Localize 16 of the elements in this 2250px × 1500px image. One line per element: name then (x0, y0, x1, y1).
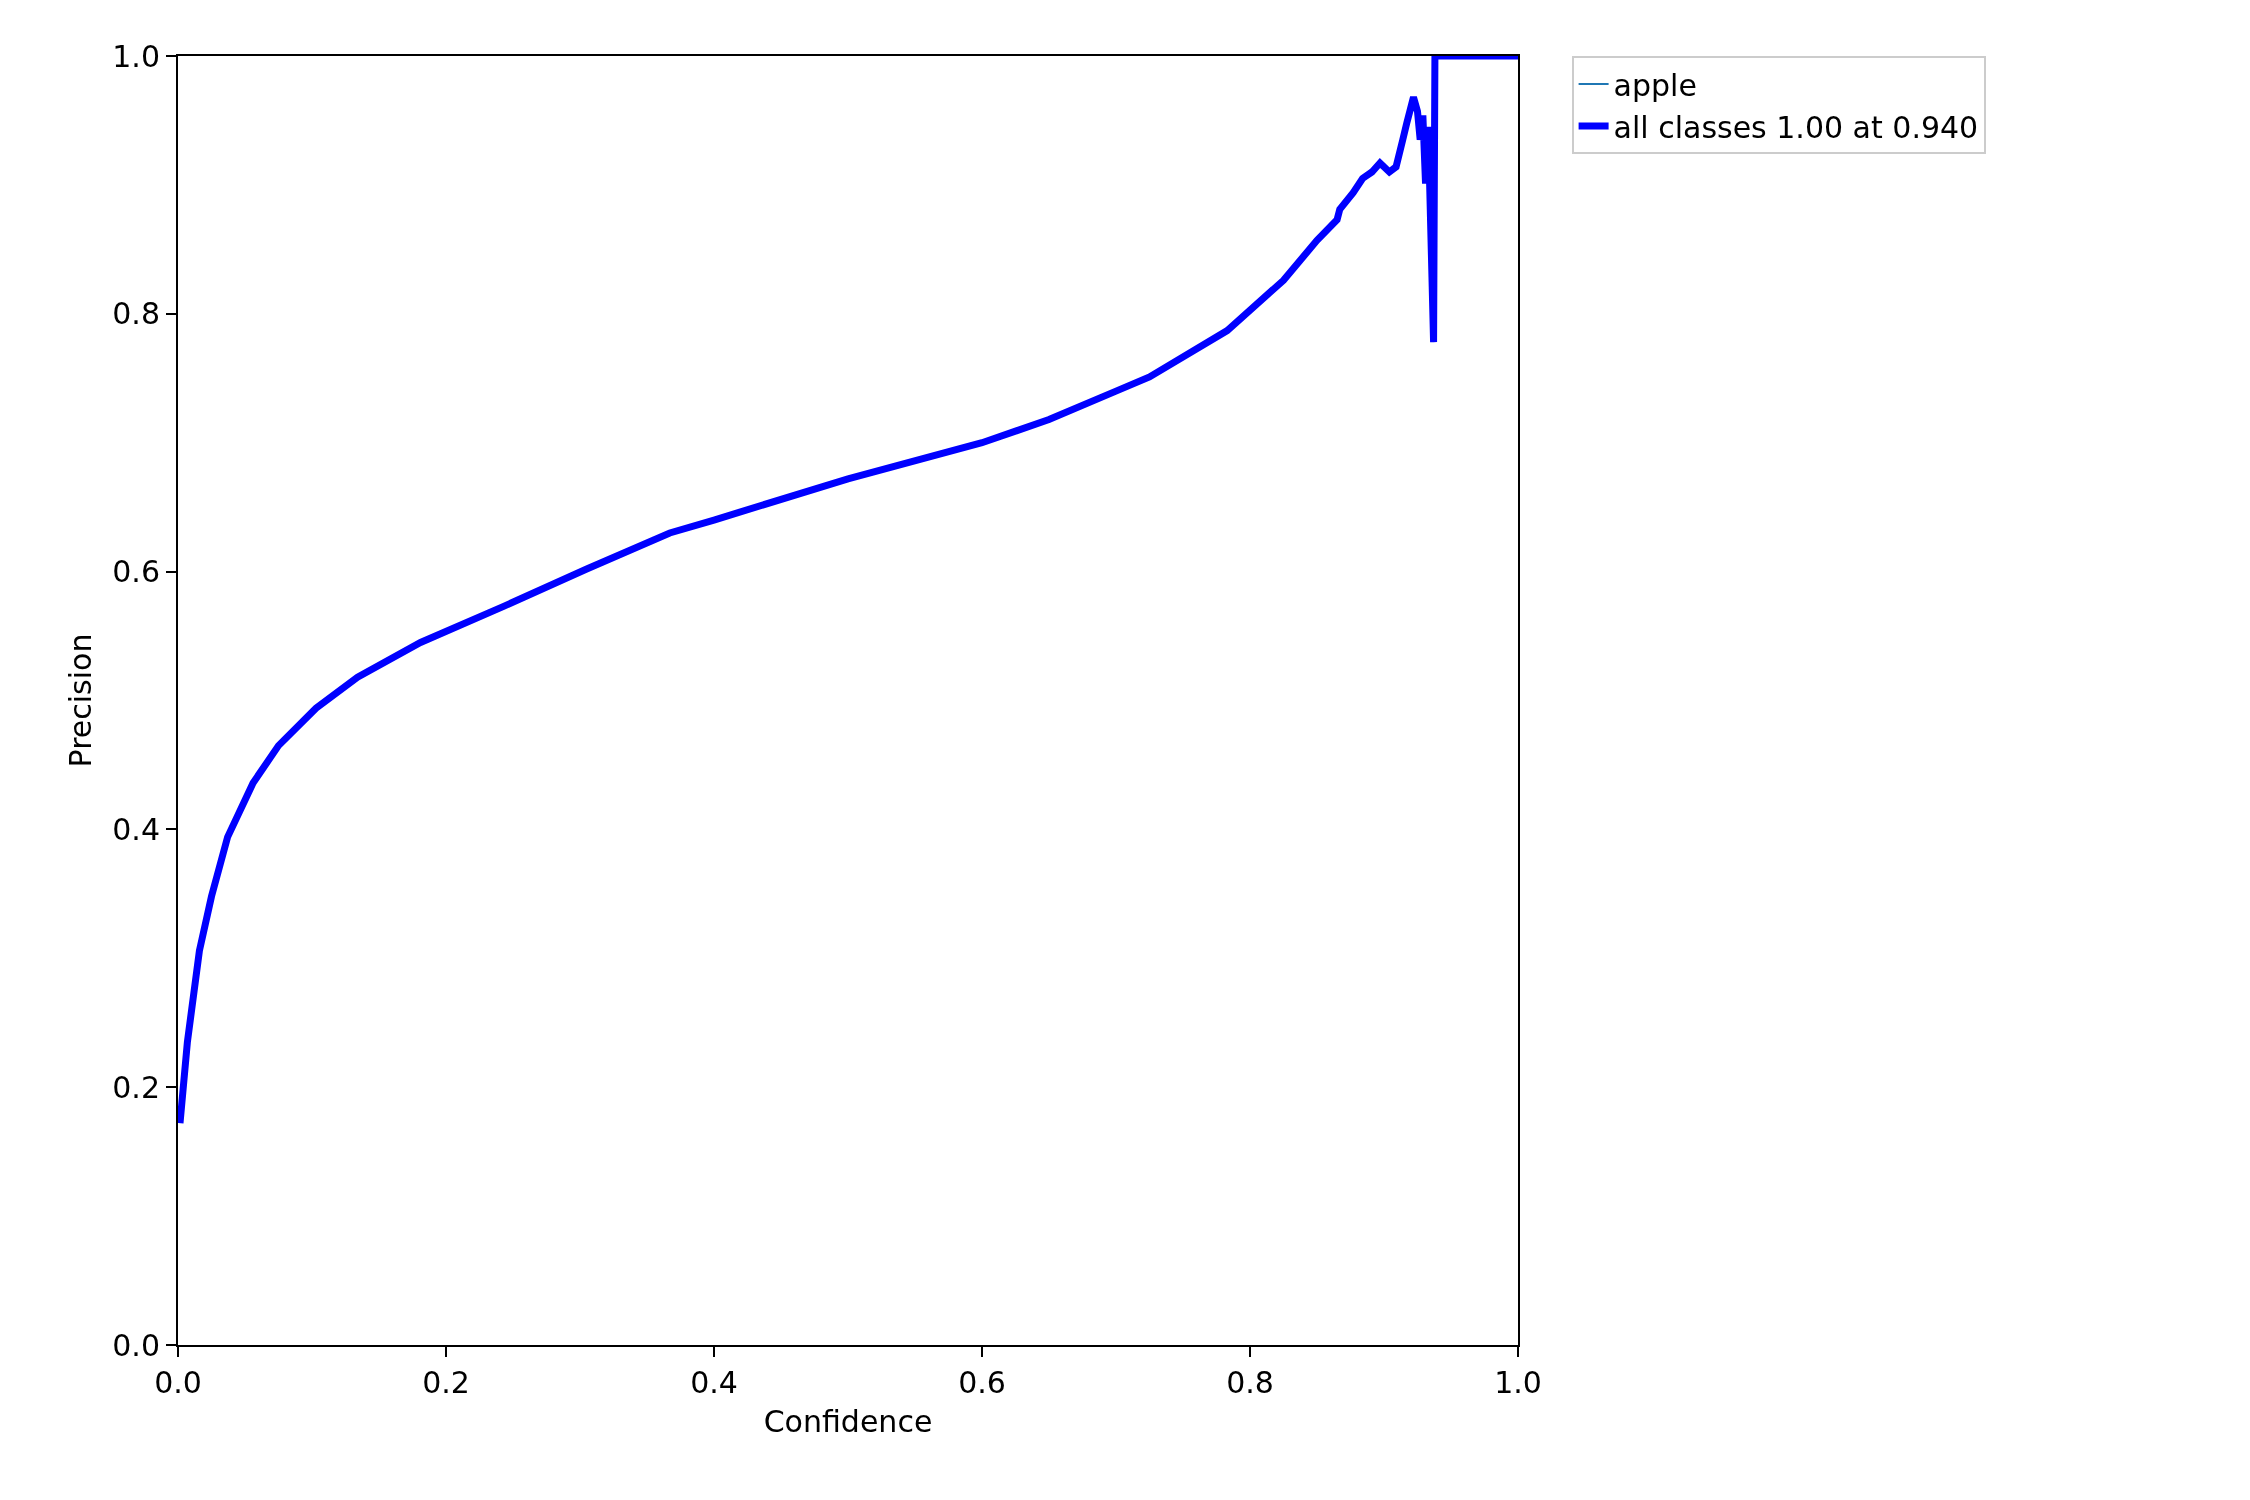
x-tick-label: 0.2 (422, 1365, 470, 1400)
x-tick-label: 0.8 (1226, 1365, 1274, 1400)
y-tick-label: 0.6 (112, 554, 160, 590)
x-tick-label: 0.4 (690, 1365, 738, 1400)
y-tick-label: 0.2 (112, 1069, 160, 1105)
x-tick-label: 0.6 (958, 1365, 1006, 1400)
y-tick-label: 0.8 (112, 296, 160, 332)
y-tick-label: 0.0 (112, 1327, 160, 1363)
y-axis-title: Precision (62, 633, 98, 768)
x-axis-title: Confidence (763, 1404, 933, 1439)
legend-label: apple (1613, 67, 1697, 103)
x-tick-label: 0.0 (154, 1365, 202, 1400)
y-tick-label: 1.0 (112, 38, 160, 74)
y-tick-label: 0.4 (112, 811, 160, 847)
x-tick-label: 1.0 (1494, 1365, 1542, 1400)
legend-label: all classes 1.00 at 0.940 (1613, 109, 1979, 145)
